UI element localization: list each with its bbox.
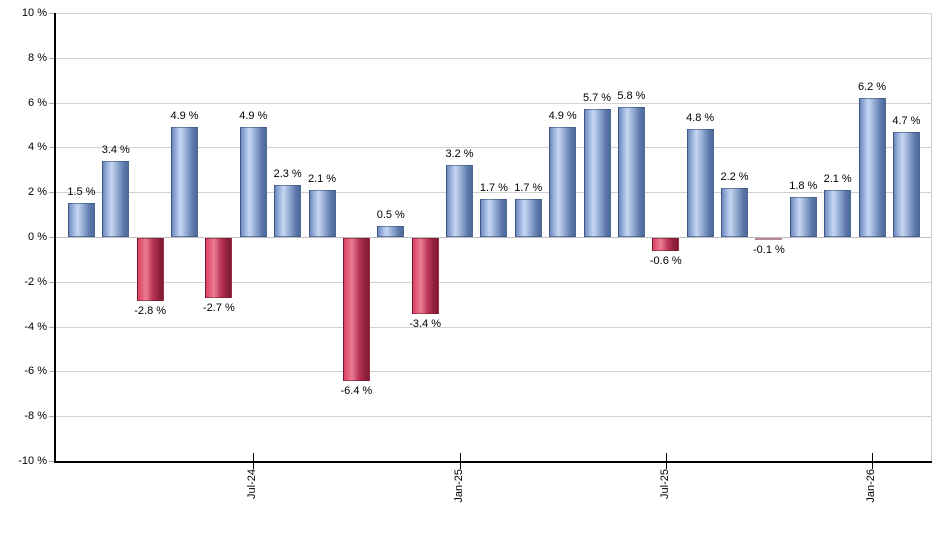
y-axis-tick-label: -2 %: [24, 275, 47, 288]
bar-value-label: 2.1 %: [307, 172, 337, 185]
bar-positive[interactable]: [549, 127, 577, 237]
y-axis-tick-label: 10 %: [21, 7, 47, 19]
x-axis-tick-label: Jul-25: [658, 469, 671, 499]
bar-value-label: 1.8 %: [789, 179, 818, 192]
y-axis-tick-label: 4 %: [28, 141, 47, 154]
y-axis-tick: [49, 147, 55, 149]
y-axis-tick: [49, 416, 55, 418]
bar-negative[interactable]: [342, 238, 370, 382]
bar-positive[interactable]: [617, 107, 645, 237]
bar-value-label: 3.2 %: [445, 148, 474, 161]
bar-value-label: 4.8 %: [686, 112, 715, 125]
bar-value-label: 1.7 %: [479, 181, 508, 194]
bar-positive[interactable]: [102, 160, 130, 237]
y-axis-line: [54, 13, 56, 463]
y-axis-tick-label: 8 %: [28, 51, 47, 64]
bar-value-label: -2.7 %: [202, 302, 235, 315]
y-axis-tick-label: -4 %: [24, 320, 47, 333]
y-axis-tick: [49, 102, 55, 104]
gridline: [55, 371, 931, 373]
x-axis-tick: [665, 453, 667, 469]
bar-value-label: 2.3 %: [273, 168, 302, 181]
bar-negative[interactable]: [652, 238, 680, 252]
bar-positive[interactable]: [377, 225, 405, 237]
bar-value-label: -0.6 %: [649, 255, 682, 268]
bar-value-label: -3.4 %: [409, 318, 442, 331]
bar-positive[interactable]: [514, 198, 542, 237]
bar-negative[interactable]: [411, 238, 439, 315]
bar-positive[interactable]: [446, 165, 474, 237]
bar-positive[interactable]: [824, 189, 852, 237]
x-axis-tick: [872, 453, 874, 469]
bar-negative[interactable]: [755, 238, 783, 241]
bar-value-label: -2.8 %: [134, 304, 167, 317]
gridline: [55, 326, 931, 328]
gridline: [55, 416, 931, 418]
gridline: [55, 192, 931, 194]
x-axis-tick: [459, 453, 461, 469]
zero-gridline: [55, 237, 931, 238]
bar-positive[interactable]: [858, 98, 886, 237]
x-axis-tick: [253, 453, 255, 469]
y-axis-tick-label: -6 %: [24, 365, 47, 378]
bar-value-label: 0.5 %: [376, 208, 405, 221]
bar-value-label: -6.4 %: [340, 385, 373, 398]
y-axis-tick: [49, 57, 55, 59]
bar-value-label: 4.9 %: [548, 110, 577, 123]
bar-positive[interactable]: [67, 203, 95, 237]
x-axis-tick-label: Jan-25: [452, 469, 465, 503]
y-axis-tick: [49, 192, 55, 194]
bar-negative[interactable]: [205, 238, 233, 299]
gridline: [55, 147, 931, 149]
y-axis-tick-label: 0 %: [28, 231, 47, 243]
bar-value-label: 2.1 %: [823, 172, 852, 185]
bar-positive[interactable]: [480, 198, 508, 237]
bar-positive[interactable]: [239, 127, 267, 237]
y-axis-tick: [49, 13, 55, 14]
bar-positive[interactable]: [892, 131, 920, 237]
bar-negative[interactable]: [136, 238, 164, 301]
bar-positive[interactable]: [789, 196, 817, 237]
y-axis-tick: [49, 326, 55, 328]
bar-positive[interactable]: [686, 129, 714, 237]
gridline: [55, 102, 931, 104]
plot-right-border: [931, 13, 932, 461]
bar-positive[interactable]: [308, 189, 336, 237]
gridline: [55, 281, 931, 283]
y-axis-tick: [49, 371, 55, 373]
x-axis-line: [54, 461, 932, 463]
bar-value-label: 3.4 %: [101, 143, 130, 156]
bar-value-label: 1.7 %: [514, 181, 543, 194]
bar-value-label: 2.2 %: [720, 170, 749, 183]
bar-positive[interactable]: [721, 187, 749, 237]
y-axis-tick-label: 2 %: [28, 186, 47, 199]
bar-value-label: 4.7 %: [892, 114, 921, 127]
bar-value-label: 1.5 %: [67, 186, 96, 199]
bar-positive[interactable]: [583, 109, 611, 237]
bar-value-label: 4.9 %: [170, 110, 199, 123]
bar-value-label: 5.7 %: [582, 92, 612, 105]
x-axis-tick-label: Jan-26: [865, 469, 878, 503]
y-axis-tick: [49, 281, 55, 283]
y-axis-tick-label: -10 %: [18, 455, 47, 467]
y-axis-tick-label: 6 %: [28, 96, 47, 109]
bar-positive[interactable]: [171, 127, 199, 237]
bar-value-label: 4.9 %: [239, 110, 268, 123]
gridline: [55, 13, 931, 14]
bar-value-label: -0.1 %: [752, 244, 785, 257]
bar-value-label: 6.2 %: [857, 81, 887, 94]
bar-value-label: 5.8 %: [617, 90, 646, 103]
bar-positive[interactable]: [274, 185, 302, 237]
x-axis-tick-label: Jul-24: [246, 469, 259, 499]
y-axis-tick: [49, 237, 55, 238]
y-axis-tick: [49, 461, 55, 462]
gridline: [55, 57, 931, 59]
y-axis-tick-label: -8 %: [24, 410, 47, 423]
